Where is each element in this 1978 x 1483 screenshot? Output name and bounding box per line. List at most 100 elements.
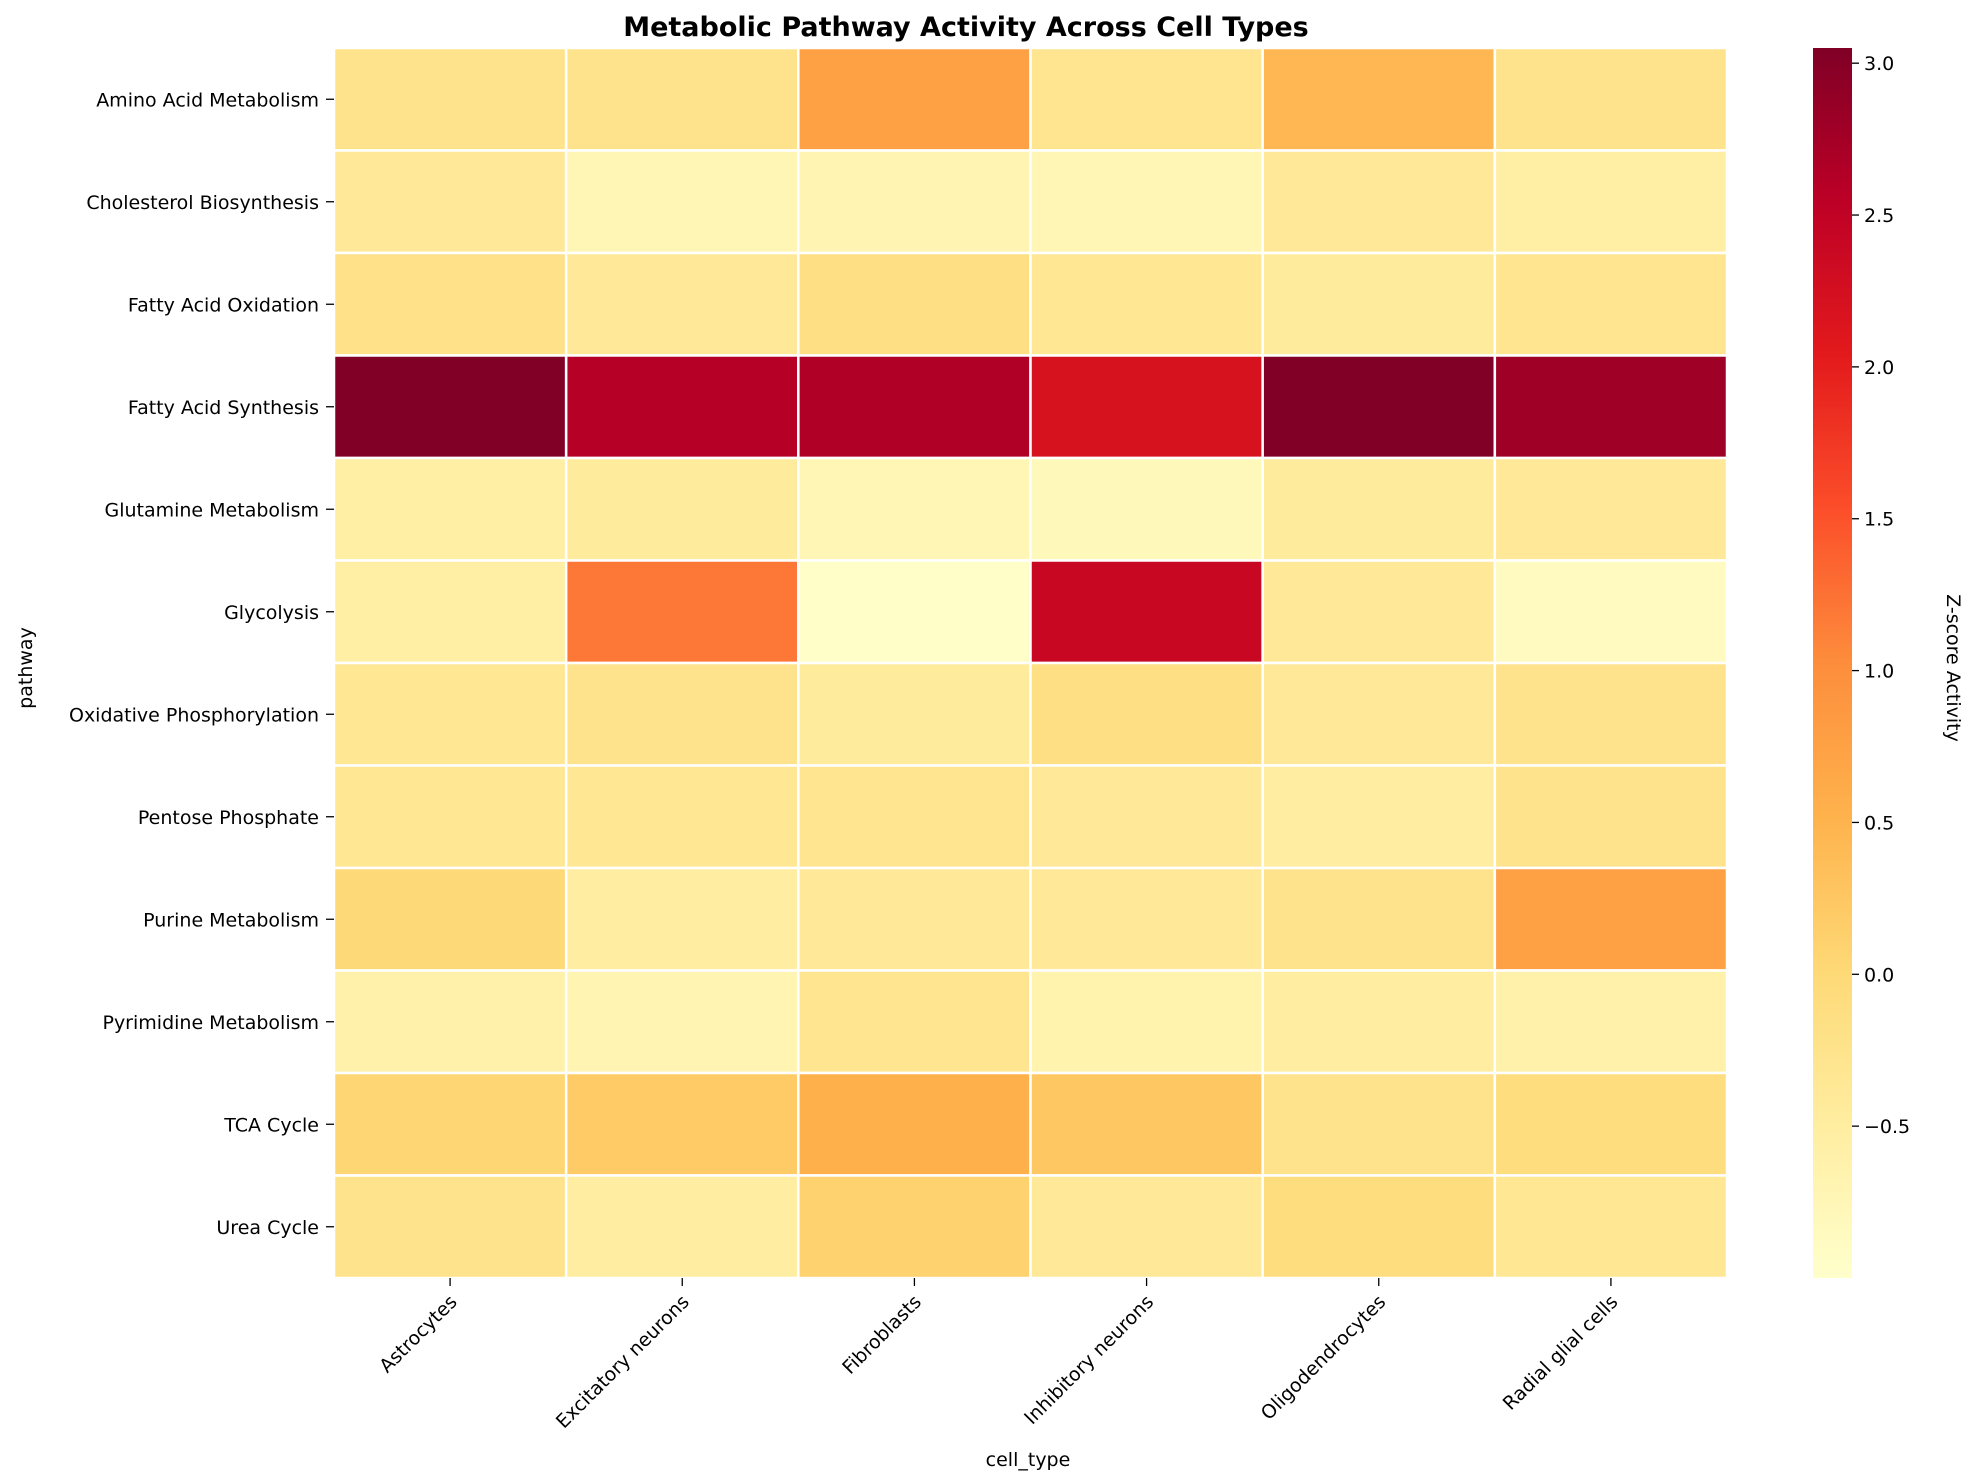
heatmap-cell [1493,661,1729,767]
y-tick-label: Amino Acid Metabolism [96,89,319,111]
heatmap-cell [1261,1071,1497,1177]
heatmap-cell [1261,354,1497,460]
y-tick-label: Oxidative Phosphorylation [69,704,319,726]
heatmap-cells [332,46,1729,1280]
heatmap-cell [1493,354,1729,460]
heatmap-cell [564,251,800,357]
colorbar-label: Z-score Activity [1942,594,1964,742]
heatmap-cell [1261,456,1497,562]
heatmap-cell [332,354,568,460]
heatmap-cell [1493,559,1729,665]
heatmap-cell [1261,1174,1497,1280]
colorbar-tick-label: −0.5 [1864,1116,1910,1138]
y-tick-label: TCA Cycle [223,1114,319,1136]
heatmap-cell [797,251,1032,357]
heatmap-cell [1029,149,1264,255]
heatmap-cell [797,1174,1032,1280]
colorbar-tick-label: 2.0 [1864,357,1894,379]
heatmap-cell [797,969,1032,1075]
heatmap-cell [1261,866,1497,972]
heatmap-cell [332,661,568,767]
chart-title: Metabolic Pathway Activity Across Cell T… [623,12,1309,43]
heatmap-cell [797,456,1032,562]
heatmap-cell [1029,1071,1264,1177]
y-tick-label: Fatty Acid Synthesis [128,397,319,419]
y-tick-label: Urea Cycle [216,1217,319,1239]
colorbar-tick-label: 3.0 [1864,53,1894,75]
heatmap-cell [1029,456,1264,562]
x-axis-label: cell_type [986,1449,1071,1471]
heatmap-cell [332,46,568,152]
heatmap-cell [1029,354,1264,460]
colorbar-tick-label: 0.5 [1864,812,1894,834]
heatmap-cell [564,456,800,562]
heatmap-cell [797,1071,1032,1177]
heatmap-cell [1029,559,1264,665]
y-tick-label: Glycolysis [224,602,319,624]
heatmap-cell [1029,661,1264,767]
heatmap-cell [797,149,1032,255]
heatmap-cell [797,866,1032,972]
heatmap-cell [332,149,568,255]
heatmap-cell [797,46,1032,152]
heatmap-cell [1029,251,1264,357]
heatmap-cell [564,149,800,255]
heatmap-cell [1493,456,1729,562]
colorbar-tick-label: 2.5 [1864,205,1894,227]
heatmap-cell [1029,46,1264,152]
y-axis-ticks: Amino Acid Metabolism Cholesterol Biosynt… [69,89,334,1239]
heatmap-cell [1493,1071,1729,1177]
heatmap-cell [564,866,800,972]
y-tick-label: Purine Metabolism [143,909,319,931]
heatmap-cell [332,456,568,562]
y-axis-label: pathway [15,627,37,709]
y-tick-label: Pentose Phosphate [138,807,319,829]
heatmap-cell [1261,969,1497,1075]
heatmap-cell [1493,1174,1729,1280]
heatmap-cell [564,969,800,1075]
heatmap-cell [564,1071,800,1177]
heatmap-cell [564,559,800,665]
y-tick-label: Glutamine Metabolism [104,499,319,521]
heatmap-cell [1029,1174,1264,1280]
heatmap-cell [332,559,568,665]
heatmap-cell [1493,149,1729,255]
heatmap-cell [1261,149,1497,255]
heatmap-cell [1029,866,1264,972]
heatmap-cell [564,1174,800,1280]
colorbar-ticks: 3.0 2.5 2.0 1.5 1.0 0.5 0.0 −0.5 [1852,53,1910,1138]
heatmap-cell [332,866,568,972]
y-tick-label: Cholesterol Biosynthesis [86,192,319,214]
heatmap-cell [1029,969,1264,1075]
heatmap-cell [332,969,568,1075]
heatmap-cell [564,661,800,767]
heatmap-cell [797,559,1032,665]
heatmap-cell [1493,251,1729,357]
heatmap-cell [797,354,1032,460]
heatmap-cell [332,764,568,870]
heatmap-cell [564,46,800,152]
heatmap-cell [332,1071,568,1177]
heatmap-cell [1261,46,1497,152]
heatmap-cell [1493,764,1729,870]
colorbar-tick-label: 1.5 [1864,509,1894,531]
heatmap-cell [1261,764,1497,870]
heatmap-cell [1493,866,1729,972]
colorbar-tick-label: 0.0 [1864,964,1894,986]
heatmap-cell [564,354,800,460]
heatmap-cell [564,764,800,870]
heatmap-cell [1493,969,1729,1075]
heatmap-cell [1261,661,1497,767]
heatmap-cell [797,764,1032,870]
heatmap-cell [1029,764,1264,870]
heatmap-cell [1261,251,1497,357]
heatmap-cell [1493,46,1729,152]
heatmap-cell [797,661,1032,767]
colorbar [1813,48,1852,1278]
y-tick-label: Fatty Acid Oxidation [128,294,319,316]
colorbar-tick-label: 1.0 [1864,661,1894,683]
heatmap-cell [1261,559,1497,665]
heatmap-cell [332,1174,568,1280]
y-tick-label: Pyrimidine Metabolism [102,1012,319,1034]
